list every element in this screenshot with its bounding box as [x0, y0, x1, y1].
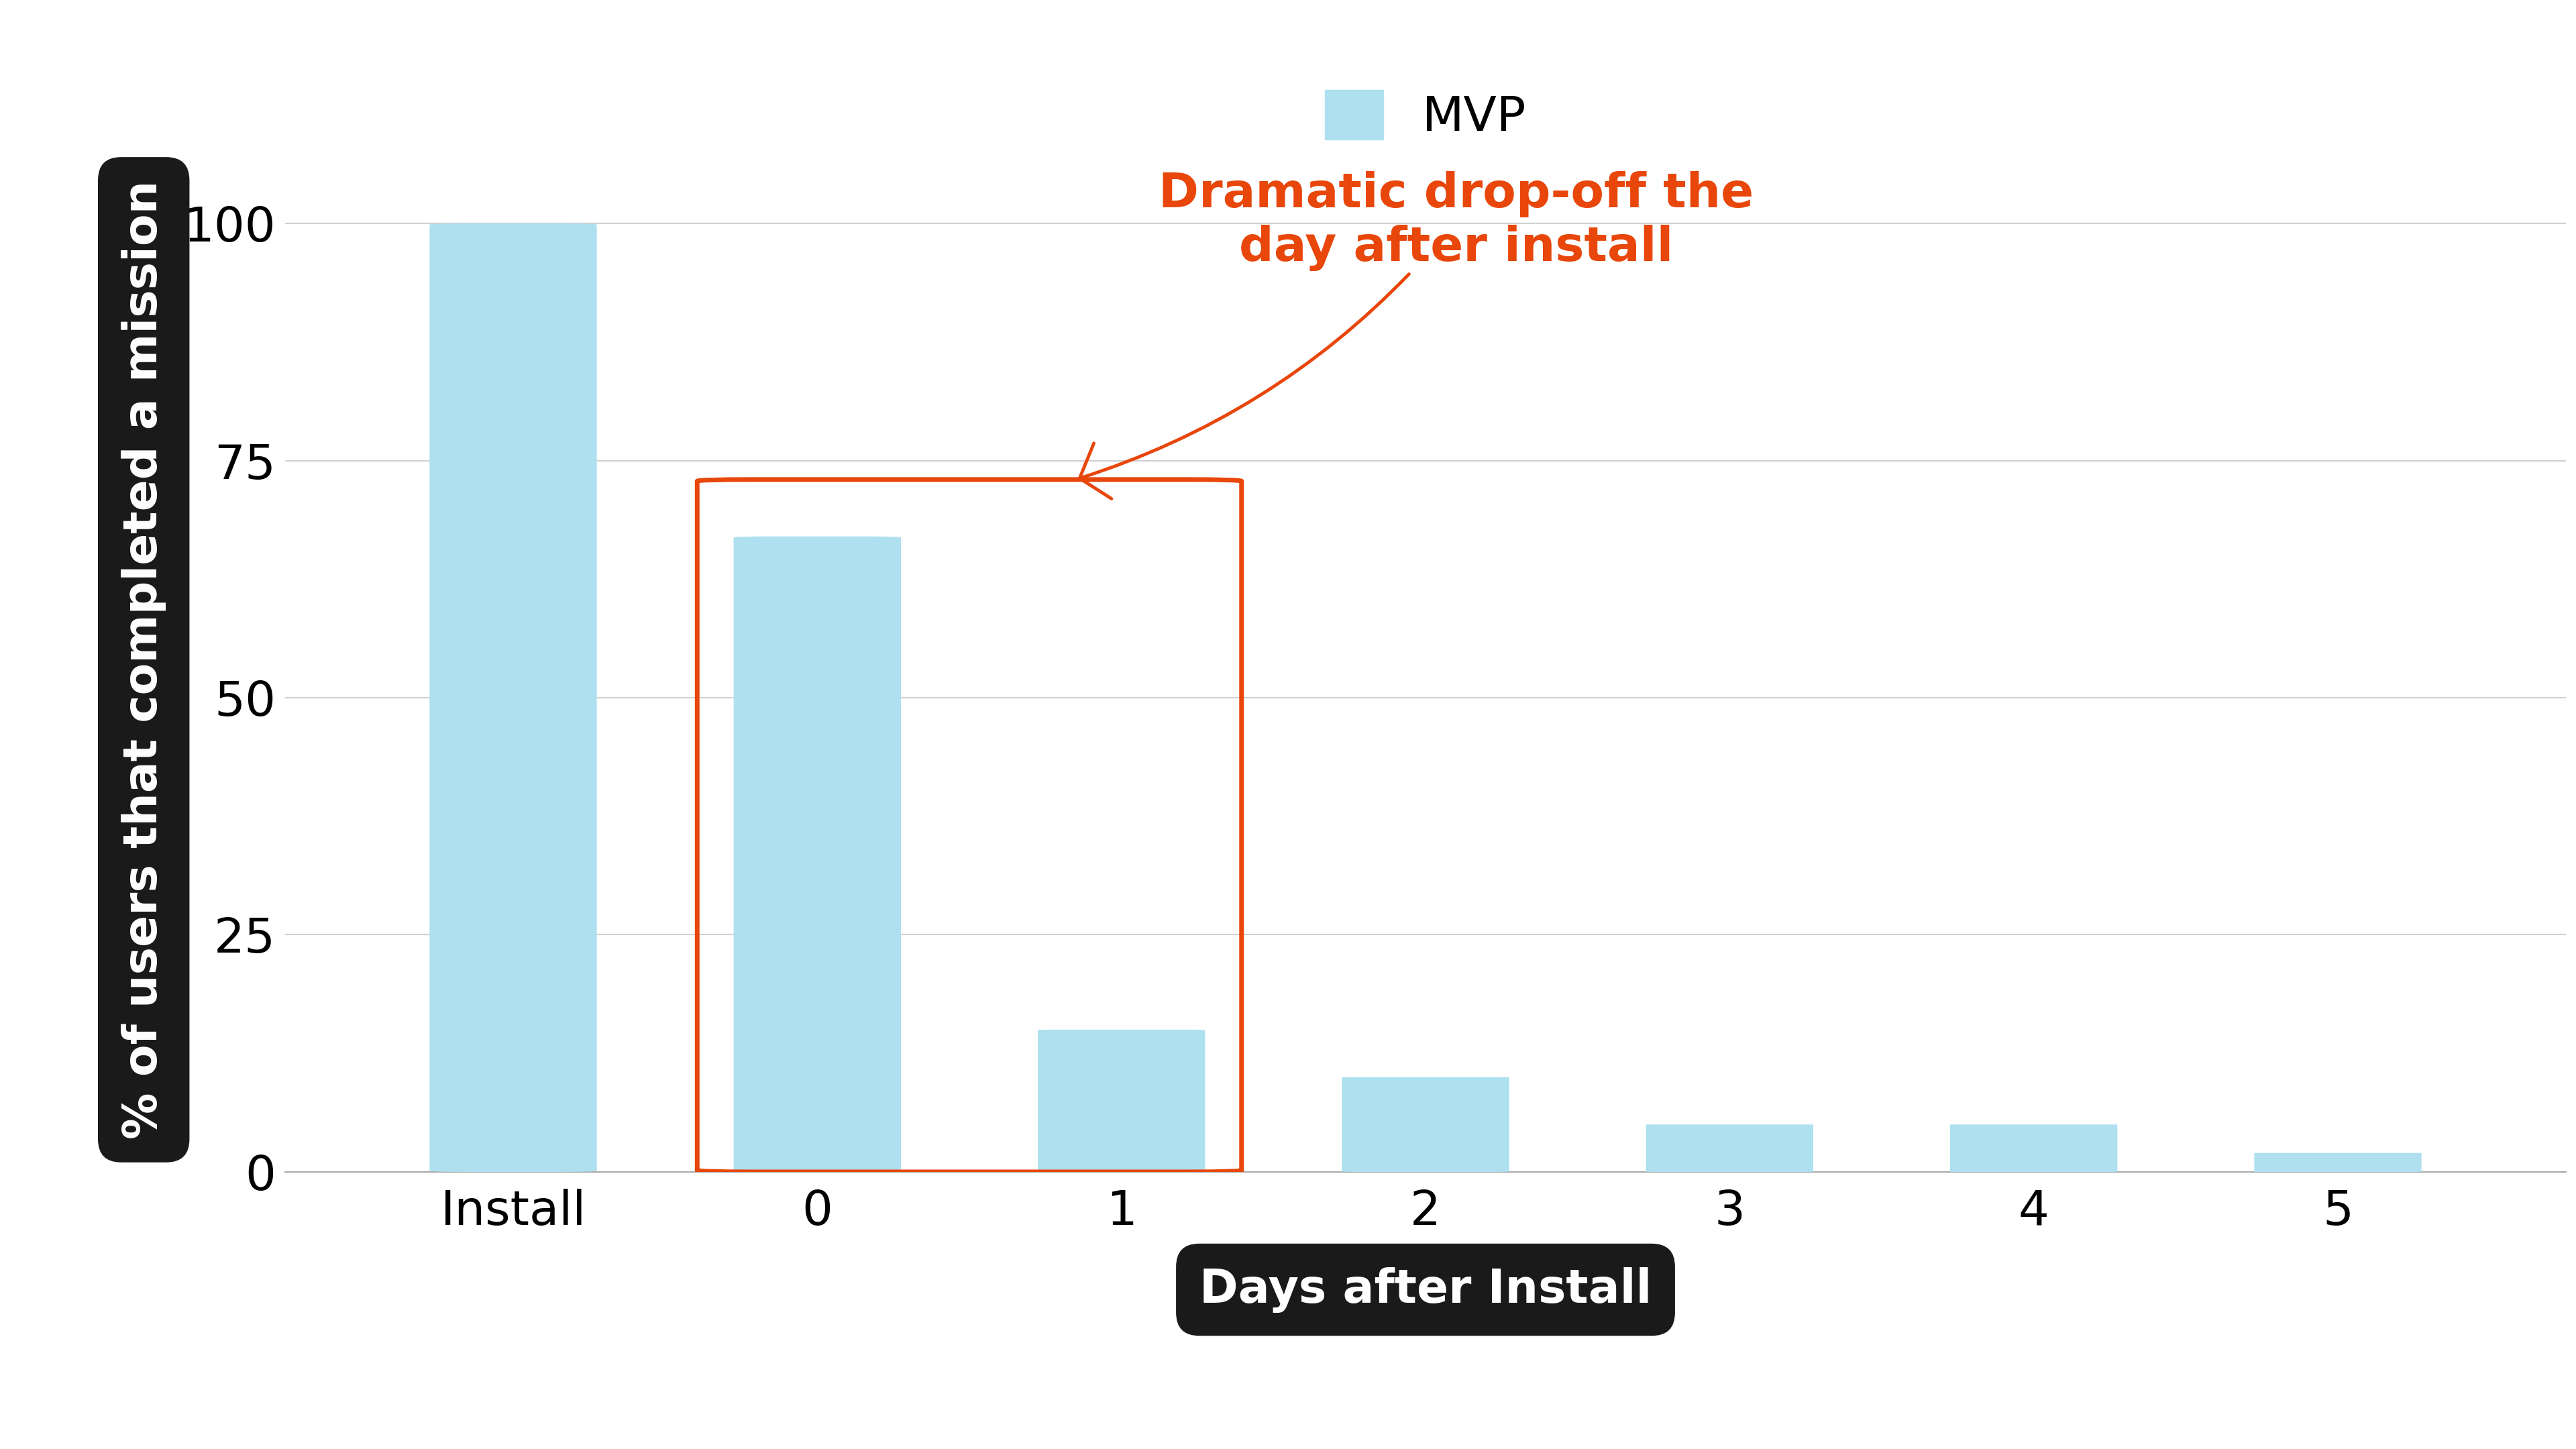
- Text: Dramatic drop-off the
day after install: Dramatic drop-off the day after install: [1079, 171, 1754, 498]
- Text: % of users that completed a mission: % of users that completed a mission: [121, 180, 167, 1139]
- Legend: MVP: MVP: [1324, 90, 1525, 141]
- FancyBboxPatch shape: [2254, 1153, 2421, 1172]
- Text: Days after Install: Days after Install: [1200, 1266, 1651, 1313]
- FancyBboxPatch shape: [1342, 1077, 1510, 1172]
- FancyBboxPatch shape: [1646, 1124, 1814, 1172]
- FancyBboxPatch shape: [430, 223, 598, 1172]
- FancyBboxPatch shape: [734, 536, 902, 1172]
- FancyBboxPatch shape: [1950, 1124, 2117, 1172]
- FancyBboxPatch shape: [1038, 1030, 1206, 1172]
